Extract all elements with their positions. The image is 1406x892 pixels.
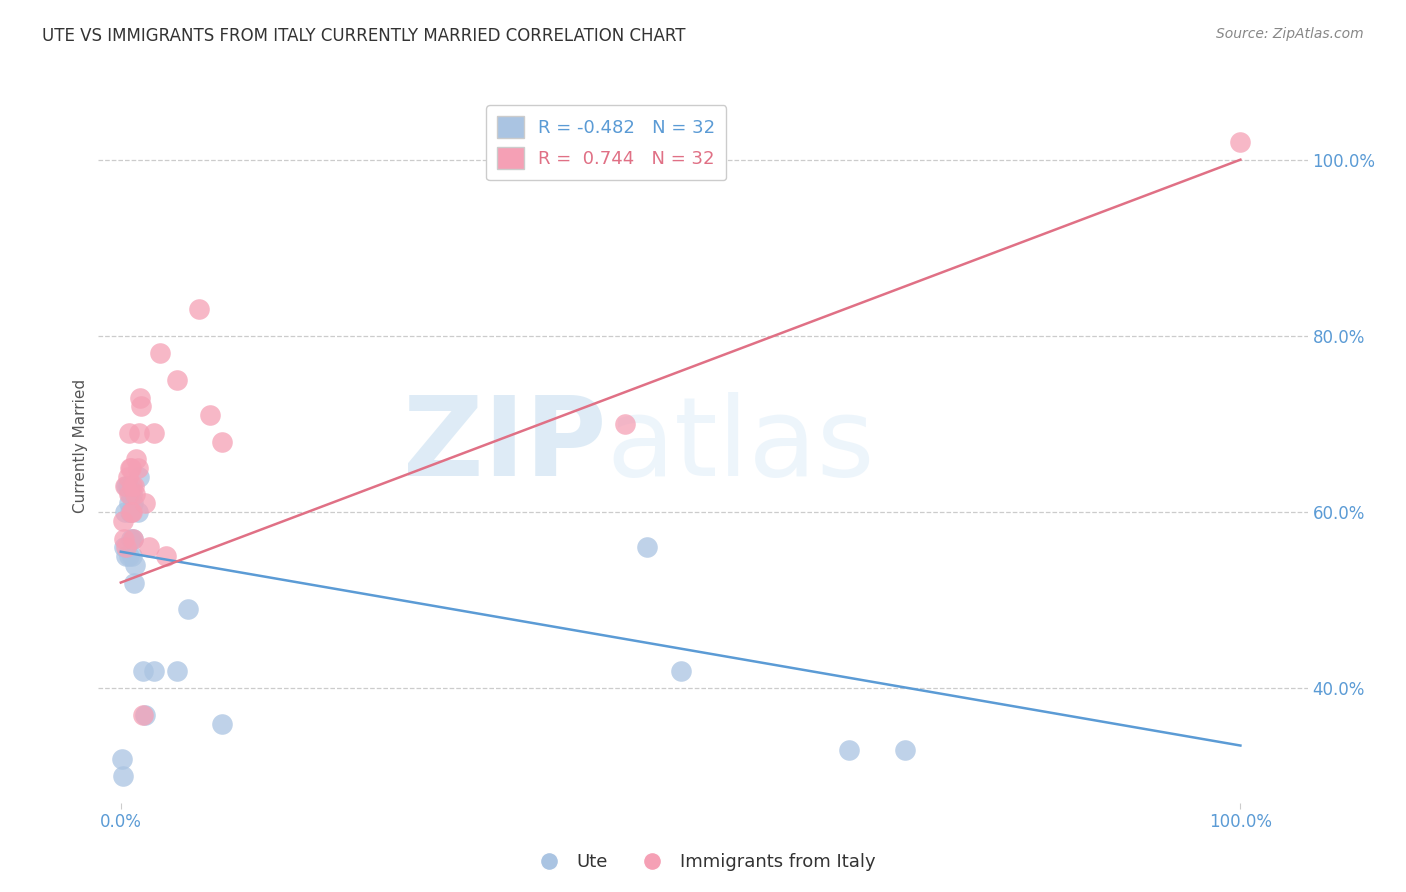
Point xyxy=(120,461,142,475)
Point xyxy=(115,549,138,563)
Point xyxy=(129,400,152,414)
Point xyxy=(124,558,146,572)
Point xyxy=(211,434,233,449)
Point xyxy=(132,664,155,678)
Point xyxy=(115,541,138,555)
Point xyxy=(127,461,149,475)
Point xyxy=(118,496,141,510)
Point xyxy=(636,541,658,555)
Point xyxy=(118,487,141,501)
Point xyxy=(122,532,145,546)
Point xyxy=(143,664,166,678)
Y-axis label: Currently Married: Currently Married xyxy=(73,379,89,513)
Point xyxy=(127,505,149,519)
Point xyxy=(118,461,141,475)
Point xyxy=(125,452,148,467)
Point xyxy=(115,478,138,492)
Point xyxy=(211,716,233,731)
Point xyxy=(149,346,172,360)
Point xyxy=(134,707,156,722)
Point xyxy=(177,602,200,616)
Point xyxy=(118,505,141,519)
Point xyxy=(132,707,155,722)
Point xyxy=(122,496,145,510)
Point xyxy=(1229,135,1251,149)
Point xyxy=(117,478,139,492)
Point xyxy=(111,752,134,766)
Point xyxy=(838,743,860,757)
Point xyxy=(112,769,135,783)
Point xyxy=(112,514,135,528)
Text: atlas: atlas xyxy=(606,392,875,500)
Text: UTE VS IMMIGRANTS FROM ITALY CURRENTLY MARRIED CORRELATION CHART: UTE VS IMMIGRANTS FROM ITALY CURRENTLY M… xyxy=(42,27,686,45)
Point xyxy=(128,391,150,405)
Point xyxy=(613,417,636,431)
Point xyxy=(138,541,160,555)
Point xyxy=(114,478,136,492)
Point xyxy=(143,425,166,440)
Point xyxy=(122,532,145,546)
Point xyxy=(669,664,692,678)
Point xyxy=(188,302,211,317)
Point xyxy=(122,575,145,590)
Point xyxy=(118,549,141,563)
Point xyxy=(893,743,915,757)
Text: Source: ZipAtlas.com: Source: ZipAtlas.com xyxy=(1216,27,1364,41)
Point xyxy=(166,373,188,387)
Point xyxy=(121,487,143,501)
Point xyxy=(128,470,150,484)
Point xyxy=(112,532,135,546)
Point xyxy=(121,549,143,563)
Point xyxy=(120,505,142,519)
Point xyxy=(114,505,136,519)
Legend: R = -0.482   N = 32, R =  0.744   N = 32: R = -0.482 N = 32, R = 0.744 N = 32 xyxy=(486,105,727,180)
Point xyxy=(124,487,146,501)
Point xyxy=(118,425,141,440)
Point xyxy=(120,505,142,519)
Point xyxy=(117,470,139,484)
Point xyxy=(155,549,177,563)
Text: ZIP: ZIP xyxy=(404,392,606,500)
Point xyxy=(134,496,156,510)
Point xyxy=(166,664,188,678)
Point xyxy=(200,408,222,422)
Legend: Ute, Immigrants from Italy: Ute, Immigrants from Italy xyxy=(523,847,883,879)
Point xyxy=(120,532,142,546)
Point xyxy=(121,505,143,519)
Point xyxy=(118,487,141,501)
Point xyxy=(112,541,135,555)
Point xyxy=(121,478,143,492)
Point xyxy=(122,478,145,492)
Point xyxy=(128,425,150,440)
